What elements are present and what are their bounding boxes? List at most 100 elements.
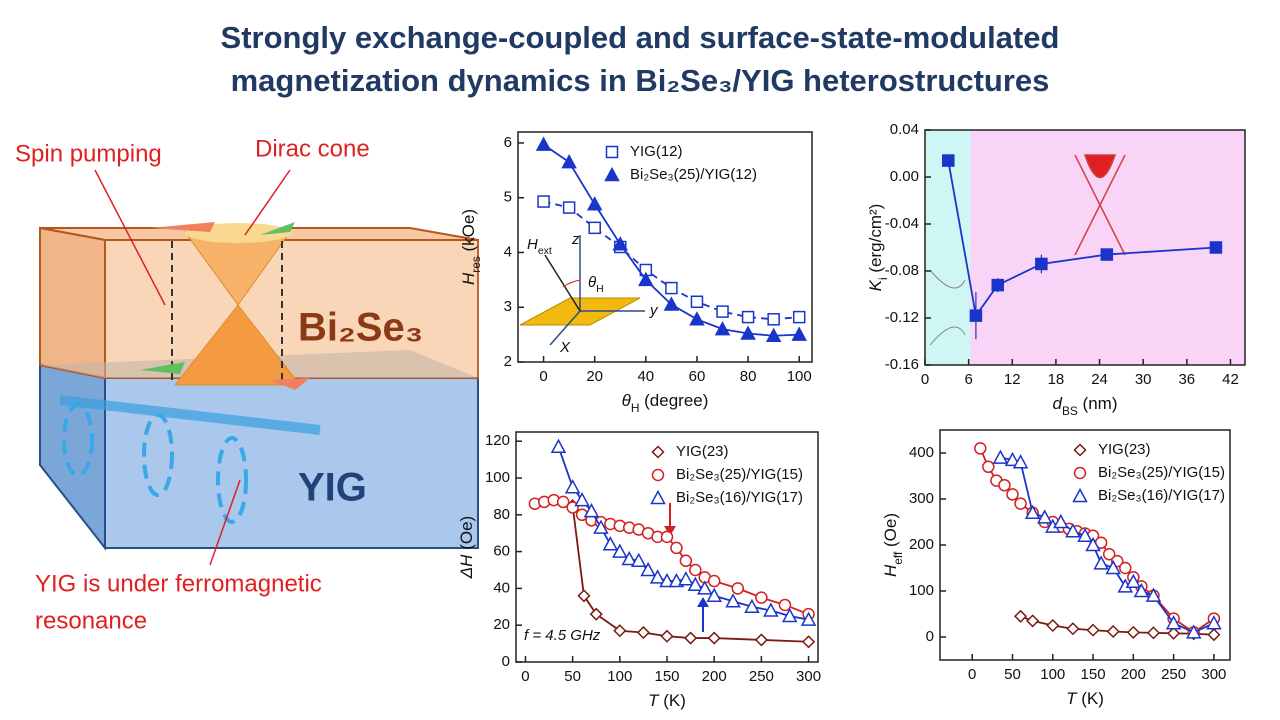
point bbox=[1006, 488, 1019, 501]
point bbox=[763, 602, 779, 617]
point bbox=[707, 631, 721, 645]
point bbox=[1133, 582, 1150, 598]
y-tick-label: 200 bbox=[909, 536, 934, 553]
point bbox=[725, 593, 741, 608]
point bbox=[537, 195, 550, 208]
point bbox=[1165, 615, 1182, 630]
y-tick-label: 0 bbox=[502, 653, 510, 670]
x-tick-label: 30 bbox=[1135, 371, 1152, 388]
legend-marker bbox=[651, 468, 665, 482]
title-line: Strongly exchange-coupled and surface-st… bbox=[221, 20, 1060, 55]
point bbox=[1065, 523, 1081, 538]
legend-marker bbox=[1072, 487, 1088, 503]
point bbox=[561, 154, 577, 169]
point bbox=[802, 635, 816, 649]
x-tick-label: 250 bbox=[749, 668, 774, 685]
point bbox=[754, 633, 768, 647]
point bbox=[1024, 504, 1041, 520]
point bbox=[991, 278, 1004, 292]
point bbox=[696, 580, 713, 595]
legend-label: YIG(12) bbox=[630, 143, 683, 160]
point bbox=[1012, 454, 1029, 469]
point bbox=[1086, 623, 1100, 637]
x-tick-label: 100 bbox=[607, 668, 632, 685]
series-line bbox=[947, 160, 1216, 318]
point bbox=[1046, 618, 1060, 633]
x-axis-label-main: θ bbox=[622, 391, 632, 410]
annotation-sub: ext bbox=[538, 245, 552, 257]
x-axis-label-unit: (degree) bbox=[639, 391, 708, 410]
annotation: y bbox=[649, 302, 659, 319]
point bbox=[649, 569, 666, 584]
point bbox=[1105, 559, 1121, 575]
y-axis-label-unit: (Oe) bbox=[881, 513, 900, 552]
inset-geometry bbox=[519, 235, 645, 346]
point bbox=[589, 607, 603, 621]
y-axis-label: ΔH (Oe) bbox=[457, 516, 476, 579]
point bbox=[974, 442, 987, 455]
point bbox=[556, 495, 570, 509]
point bbox=[593, 519, 609, 534]
point bbox=[1085, 536, 1101, 552]
point bbox=[663, 296, 680, 311]
point bbox=[792, 310, 806, 324]
point bbox=[687, 576, 704, 591]
point bbox=[765, 327, 782, 342]
y-axis-label-unit: (erg/cm²) bbox=[866, 204, 885, 278]
x-tick-label: 0 bbox=[968, 666, 976, 683]
x-tick-label: 250 bbox=[1161, 666, 1186, 683]
point bbox=[716, 305, 729, 318]
x-tick-label: 20 bbox=[586, 368, 603, 385]
x-tick-label: 50 bbox=[1004, 666, 1021, 683]
x-tick-label: 100 bbox=[787, 368, 812, 385]
y-axis-label-unit: (Oe) bbox=[457, 516, 476, 555]
point bbox=[1125, 573, 1142, 589]
x-axis-label: θH (degree) bbox=[622, 391, 709, 415]
point bbox=[1004, 451, 1021, 467]
point bbox=[636, 625, 650, 640]
y-tick-label: 400 bbox=[909, 444, 934, 461]
point bbox=[1035, 257, 1048, 271]
y-tick-label: -0.04 bbox=[885, 215, 919, 232]
annotation: θH bbox=[588, 274, 604, 295]
x-tick-label: 24 bbox=[1091, 371, 1108, 388]
layer-label: Bi₂Se₃ bbox=[298, 306, 423, 350]
y-tick-label: 2 bbox=[504, 353, 512, 370]
legend-label: Bi₂Se₃(25)/YIG(15) bbox=[676, 466, 803, 483]
annotation: X bbox=[559, 339, 571, 356]
point bbox=[778, 598, 792, 612]
annotation-main: H bbox=[527, 236, 538, 253]
inset-cone bbox=[1074, 154, 1126, 256]
y-tick-label: 0.00 bbox=[890, 168, 919, 185]
x-tick-label: 6 bbox=[964, 371, 972, 388]
annotation: z bbox=[571, 231, 580, 248]
y-tick-label: -0.12 bbox=[885, 309, 919, 326]
y-tick-label: 40 bbox=[493, 579, 510, 596]
y-tick-label: 300 bbox=[909, 490, 934, 507]
legend-label: Bi₂Se₃(25)/YIG(15) bbox=[1098, 464, 1225, 481]
point bbox=[689, 563, 702, 577]
point bbox=[689, 311, 705, 326]
point bbox=[741, 310, 755, 324]
x-tick-label: 40 bbox=[637, 368, 654, 385]
x-tick-label: 200 bbox=[1121, 666, 1146, 683]
annotation-main: X bbox=[559, 339, 571, 356]
y-axis-label-main: ΔH bbox=[457, 554, 476, 579]
y-tick-label: 3 bbox=[504, 298, 512, 315]
annotation: f = 4.5 GHz bbox=[524, 627, 601, 644]
x-tick-label: 300 bbox=[796, 668, 821, 685]
point bbox=[535, 136, 552, 151]
plot-frame bbox=[517, 131, 813, 363]
point bbox=[706, 587, 722, 603]
x-tick-label: 18 bbox=[1048, 371, 1065, 388]
x-tick-label: 100 bbox=[1040, 666, 1065, 683]
x-axis-label-unit: (nm) bbox=[1078, 394, 1118, 413]
y-axis-label: Ki (erg/cm²) bbox=[866, 204, 890, 292]
point bbox=[670, 541, 683, 555]
x-axis-label-sub: BS bbox=[1062, 404, 1078, 418]
x-axis-label: dBS (nm) bbox=[1052, 394, 1117, 418]
y-tick-label: 0 bbox=[926, 628, 934, 645]
x-axis-label-unit: (K) bbox=[659, 691, 686, 710]
y-tick-label: -0.16 bbox=[885, 356, 919, 373]
